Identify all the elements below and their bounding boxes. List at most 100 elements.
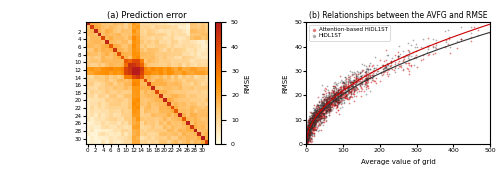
Attention-based HiDL1ST — [354, 78, 362, 81]
HiDL1ST — [322, 99, 330, 102]
HiDL1ST — [308, 132, 316, 135]
HiDL1ST — [309, 122, 317, 125]
HiDL1ST — [326, 109, 334, 112]
Attention-based HiDL1ST — [305, 121, 313, 124]
Attention-based HiDL1ST — [305, 126, 313, 129]
HiDL1ST — [350, 88, 358, 91]
Attention-based HiDL1ST — [326, 104, 334, 107]
HiDL1ST — [305, 119, 313, 122]
HiDL1ST — [344, 88, 351, 91]
Attention-based HiDL1ST — [315, 114, 323, 117]
Attention-based HiDL1ST — [336, 99, 344, 102]
Attention-based HiDL1ST — [341, 94, 349, 97]
Attention-based HiDL1ST — [309, 111, 317, 114]
HiDL1ST — [362, 79, 370, 82]
HiDL1ST — [306, 125, 314, 128]
Attention-based HiDL1ST — [326, 90, 334, 93]
HiDL1ST — [304, 129, 312, 132]
Attention-based HiDL1ST — [331, 100, 339, 103]
Attention-based HiDL1ST — [312, 111, 320, 114]
Attention-based HiDL1ST — [334, 108, 342, 111]
HiDL1ST — [333, 96, 341, 99]
Attention-based HiDL1ST — [318, 110, 326, 113]
Attention-based HiDL1ST — [308, 117, 316, 120]
Attention-based HiDL1ST — [326, 108, 334, 111]
HiDL1ST — [306, 132, 314, 134]
HiDL1ST — [337, 96, 345, 99]
Attention-based HiDL1ST — [307, 111, 315, 114]
Attention-based HiDL1ST — [343, 85, 351, 88]
Attention-based HiDL1ST — [306, 122, 314, 125]
HiDL1ST — [304, 124, 312, 127]
HiDL1ST — [424, 45, 432, 48]
Attention-based HiDL1ST — [306, 125, 314, 128]
Attention-based HiDL1ST — [326, 95, 334, 98]
Attention-based HiDL1ST — [307, 138, 315, 141]
HiDL1ST — [315, 114, 323, 117]
Attention-based HiDL1ST — [305, 121, 313, 124]
Attention-based HiDL1ST — [318, 101, 326, 104]
Attention-based HiDL1ST — [346, 74, 354, 77]
HiDL1ST — [325, 100, 333, 103]
HiDL1ST — [304, 134, 312, 137]
Attention-based HiDL1ST — [332, 97, 340, 100]
Attention-based HiDL1ST — [325, 103, 333, 106]
HiDL1ST — [302, 135, 310, 138]
Attention-based HiDL1ST — [306, 123, 314, 126]
Attention-based HiDL1ST — [304, 133, 312, 136]
Attention-based HiDL1ST — [350, 91, 358, 94]
Attention-based HiDL1ST — [330, 104, 338, 107]
Attention-based HiDL1ST — [320, 96, 328, 99]
Attention-based HiDL1ST — [304, 134, 312, 137]
Attention-based HiDL1ST — [338, 81, 346, 84]
HiDL1ST — [304, 139, 312, 142]
Attention-based HiDL1ST — [317, 129, 325, 132]
Attention-based HiDL1ST — [310, 114, 318, 117]
Attention-based HiDL1ST — [380, 70, 388, 73]
HiDL1ST — [334, 98, 342, 101]
Attention-based HiDL1ST — [404, 66, 411, 69]
HiDL1ST — [341, 84, 349, 87]
HiDL1ST — [310, 133, 318, 136]
HiDL1ST — [314, 120, 322, 123]
Attention-based HiDL1ST — [330, 96, 338, 99]
HiDL1ST — [346, 81, 354, 84]
Attention-based HiDL1ST — [318, 115, 326, 118]
HiDL1ST — [309, 124, 317, 127]
Attention-based HiDL1ST — [311, 125, 319, 128]
Attention-based HiDL1ST — [372, 77, 380, 80]
HiDL1ST — [332, 92, 340, 95]
Attention-based HiDL1ST — [332, 92, 340, 95]
HiDL1ST — [334, 100, 342, 103]
Attention-based HiDL1ST — [313, 103, 321, 106]
Attention-based HiDL1ST — [320, 106, 328, 109]
Attention-based HiDL1ST — [357, 89, 365, 92]
Attention-based HiDL1ST — [304, 137, 312, 140]
Attention-based HiDL1ST — [312, 111, 320, 114]
HiDL1ST — [314, 104, 322, 107]
Attention-based HiDL1ST — [350, 79, 358, 82]
Attention-based HiDL1ST — [370, 80, 378, 83]
HiDL1ST — [312, 115, 320, 118]
Attention-based HiDL1ST — [333, 104, 341, 107]
Attention-based HiDL1ST — [304, 121, 312, 124]
Attention-based HiDL1ST — [328, 102, 336, 105]
Attention-based HiDL1ST — [424, 36, 432, 39]
HiDL1ST — [323, 103, 331, 106]
HiDL1ST — [336, 95, 344, 98]
HiDL1ST — [320, 89, 328, 92]
Attention-based HiDL1ST — [309, 117, 317, 120]
Attention-based HiDL1ST — [322, 120, 330, 122]
Attention-based HiDL1ST — [342, 97, 350, 100]
HiDL1ST — [322, 101, 330, 104]
HiDL1ST — [394, 54, 402, 57]
HiDL1ST — [304, 136, 312, 139]
Attention-based HiDL1ST — [323, 101, 331, 104]
Attention-based HiDL1ST — [322, 109, 330, 112]
HiDL1ST — [306, 127, 314, 130]
Attention-based HiDL1ST — [312, 105, 320, 107]
HiDL1ST — [316, 117, 324, 120]
HiDL1ST — [332, 89, 340, 92]
HiDL1ST — [322, 97, 330, 100]
Attention-based HiDL1ST — [318, 112, 326, 115]
